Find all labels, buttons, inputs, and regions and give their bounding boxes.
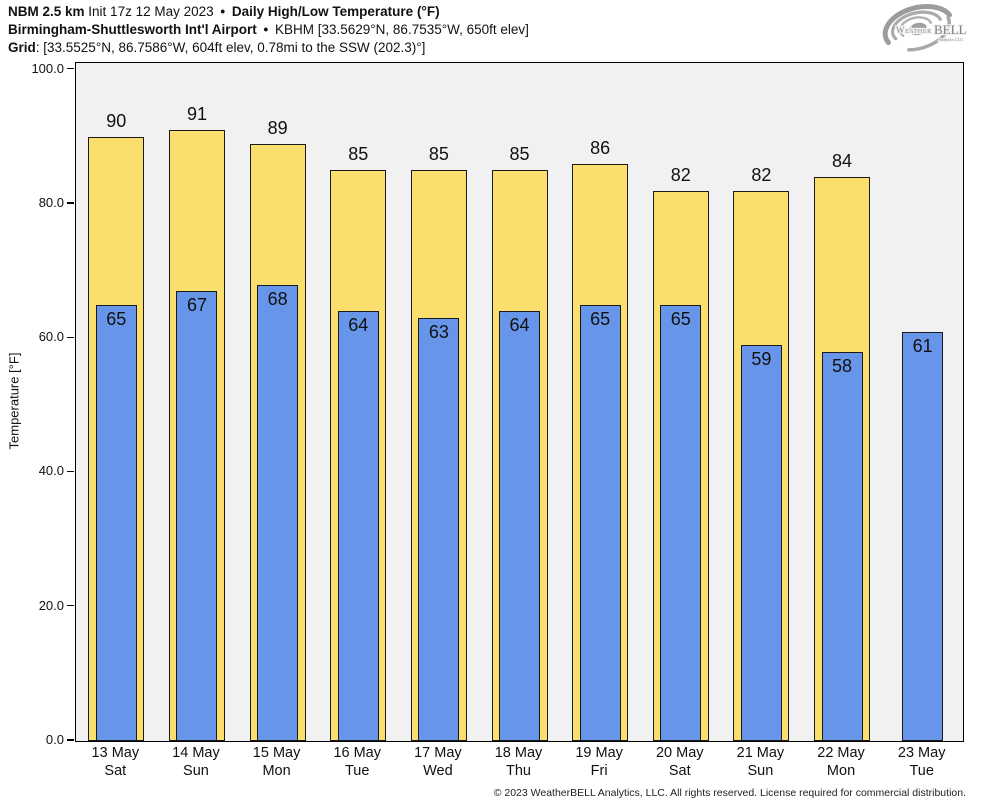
x-tick-day: Sun xyxy=(747,763,774,779)
x-tick-day: Sat xyxy=(668,763,691,779)
high-value-label: 91 xyxy=(186,104,207,125)
high-value-label: 85 xyxy=(428,144,449,165)
x-tick-day: Wed xyxy=(423,763,453,779)
high-value-label: 89 xyxy=(267,117,288,138)
low-bar: 65 xyxy=(579,304,621,741)
low-value-label: 61 xyxy=(912,335,933,356)
low-bar: 59 xyxy=(740,344,782,741)
init-time: Init 17z 12 May 2023 xyxy=(88,4,214,19)
station-name: Birmingham-Shuttlesworth Int'l Airport xyxy=(8,22,257,37)
x-tick-day: Sat xyxy=(104,763,127,779)
x-tick-date: 14 May xyxy=(172,745,220,761)
x-tick-date: 16 May xyxy=(333,745,381,761)
chart-header: NBM 2.5 km Init 17z 12 May 2023 • Daily … xyxy=(8,3,529,57)
y-axis-title: Temperature [°F] xyxy=(6,352,22,450)
low-value-label: 67 xyxy=(186,295,207,316)
product-name: Daily High/Low Temperature (°F) xyxy=(231,4,440,19)
weatherbell-logo: Weather BELL Analytics LLC xyxy=(882,4,968,52)
logo-text-sub: Analytics LLC xyxy=(938,37,963,42)
high-value-label: 82 xyxy=(670,164,691,185)
copyright-notice: © 2023 WeatherBELL Analytics, LLC. All r… xyxy=(493,787,966,799)
y-tick-label: 60.0 xyxy=(38,329,64,345)
high-value-label: 82 xyxy=(751,164,772,185)
low-bar: 68 xyxy=(257,284,299,741)
x-tick-date: 22 May xyxy=(817,745,865,761)
x-tick-date: 21 May xyxy=(736,745,785,761)
y-tick xyxy=(67,470,74,473)
high-value-label: 84 xyxy=(832,151,853,172)
low-value-label: 59 xyxy=(751,348,772,369)
y-tick-label: 20.0 xyxy=(38,597,64,613)
y-tick xyxy=(67,605,74,607)
title-line-1: NBM 2.5 km Init 17z 12 May 2023 • Daily … xyxy=(8,3,529,21)
low-value-label: 64 xyxy=(348,315,369,336)
y-tick xyxy=(67,336,74,338)
low-value-label: 68 xyxy=(267,288,288,309)
x-tick-date: 17 May xyxy=(414,745,462,761)
x-tick-day: Tue xyxy=(909,763,934,779)
low-value-label: 64 xyxy=(509,315,530,336)
y-tick xyxy=(67,739,74,741)
low-bar: 64 xyxy=(337,311,379,741)
low-value-label: 63 xyxy=(428,322,449,343)
low-value-label: 65 xyxy=(670,308,691,329)
low-bar: 64 xyxy=(499,311,540,741)
low-bar: 58 xyxy=(821,351,863,741)
low-bar: 65 xyxy=(660,304,702,741)
logo-text-weather: Weather xyxy=(896,25,932,35)
low-value-label: 58 xyxy=(832,355,853,376)
x-tick-date: 15 May xyxy=(252,745,301,761)
x-tick-day: Thu xyxy=(506,763,531,779)
low-bar: 65 xyxy=(95,304,137,741)
high-value-label: 86 xyxy=(590,137,611,158)
x-tick-date: 18 May xyxy=(494,745,543,761)
low-bar: 61 xyxy=(902,331,944,741)
low-value-label: 65 xyxy=(106,308,127,329)
chart-plot-area: 90 65 91 67 89 68 85 64 85 63 85 64 86 65 82 65 82 59 84 58… xyxy=(75,62,964,742)
y-tick-label: 80.0 xyxy=(38,194,64,210)
y-tick-label: 100.0 xyxy=(31,60,64,76)
x-tick-day: Fri xyxy=(590,763,608,779)
high-value-label: 90 xyxy=(106,110,127,131)
bullet-separator: • xyxy=(263,22,269,37)
x-tick-day: Tue xyxy=(344,763,370,779)
station-meta: KBHM [33.5629°N, 86.7535°W, 650ft elev] xyxy=(274,22,529,37)
swirl-icon xyxy=(882,4,953,52)
high-value-label: 85 xyxy=(509,144,530,165)
high-value-label: 85 xyxy=(348,144,369,165)
x-tick-date: 13 May xyxy=(91,745,140,761)
x-tick-day: Sun xyxy=(183,763,209,779)
x-tick-date: 19 May xyxy=(575,745,623,761)
low-value-label: 65 xyxy=(590,308,611,329)
x-tick-date: 20 May xyxy=(655,745,704,761)
x-tick-day: Mon xyxy=(826,763,856,779)
y-tick xyxy=(67,68,74,70)
bullet-separator: • xyxy=(220,4,226,19)
y-tick xyxy=(67,202,74,204)
title-line-3: Grid: [33.5525°N, 86.7586°W, 604ft elev,… xyxy=(8,39,529,57)
low-bar: 63 xyxy=(418,318,460,741)
x-tick-day: Mon xyxy=(262,763,291,779)
logo-text-bell: BELL xyxy=(934,22,967,37)
model-name: NBM 2.5 km xyxy=(8,4,85,19)
low-bar: 67 xyxy=(176,291,218,741)
y-tick-label: 0.0 xyxy=(45,732,64,747)
title-line-2: Birmingham-Shuttlesworth Int'l Airport •… xyxy=(8,21,529,39)
grid-label: Grid xyxy=(8,40,36,55)
grid-meta: : [33.5525°N, 86.7586°W, 604ft elev, 0.7… xyxy=(35,40,426,55)
y-tick-label: 40.0 xyxy=(38,463,64,479)
x-tick-date: 23 May xyxy=(897,745,946,761)
